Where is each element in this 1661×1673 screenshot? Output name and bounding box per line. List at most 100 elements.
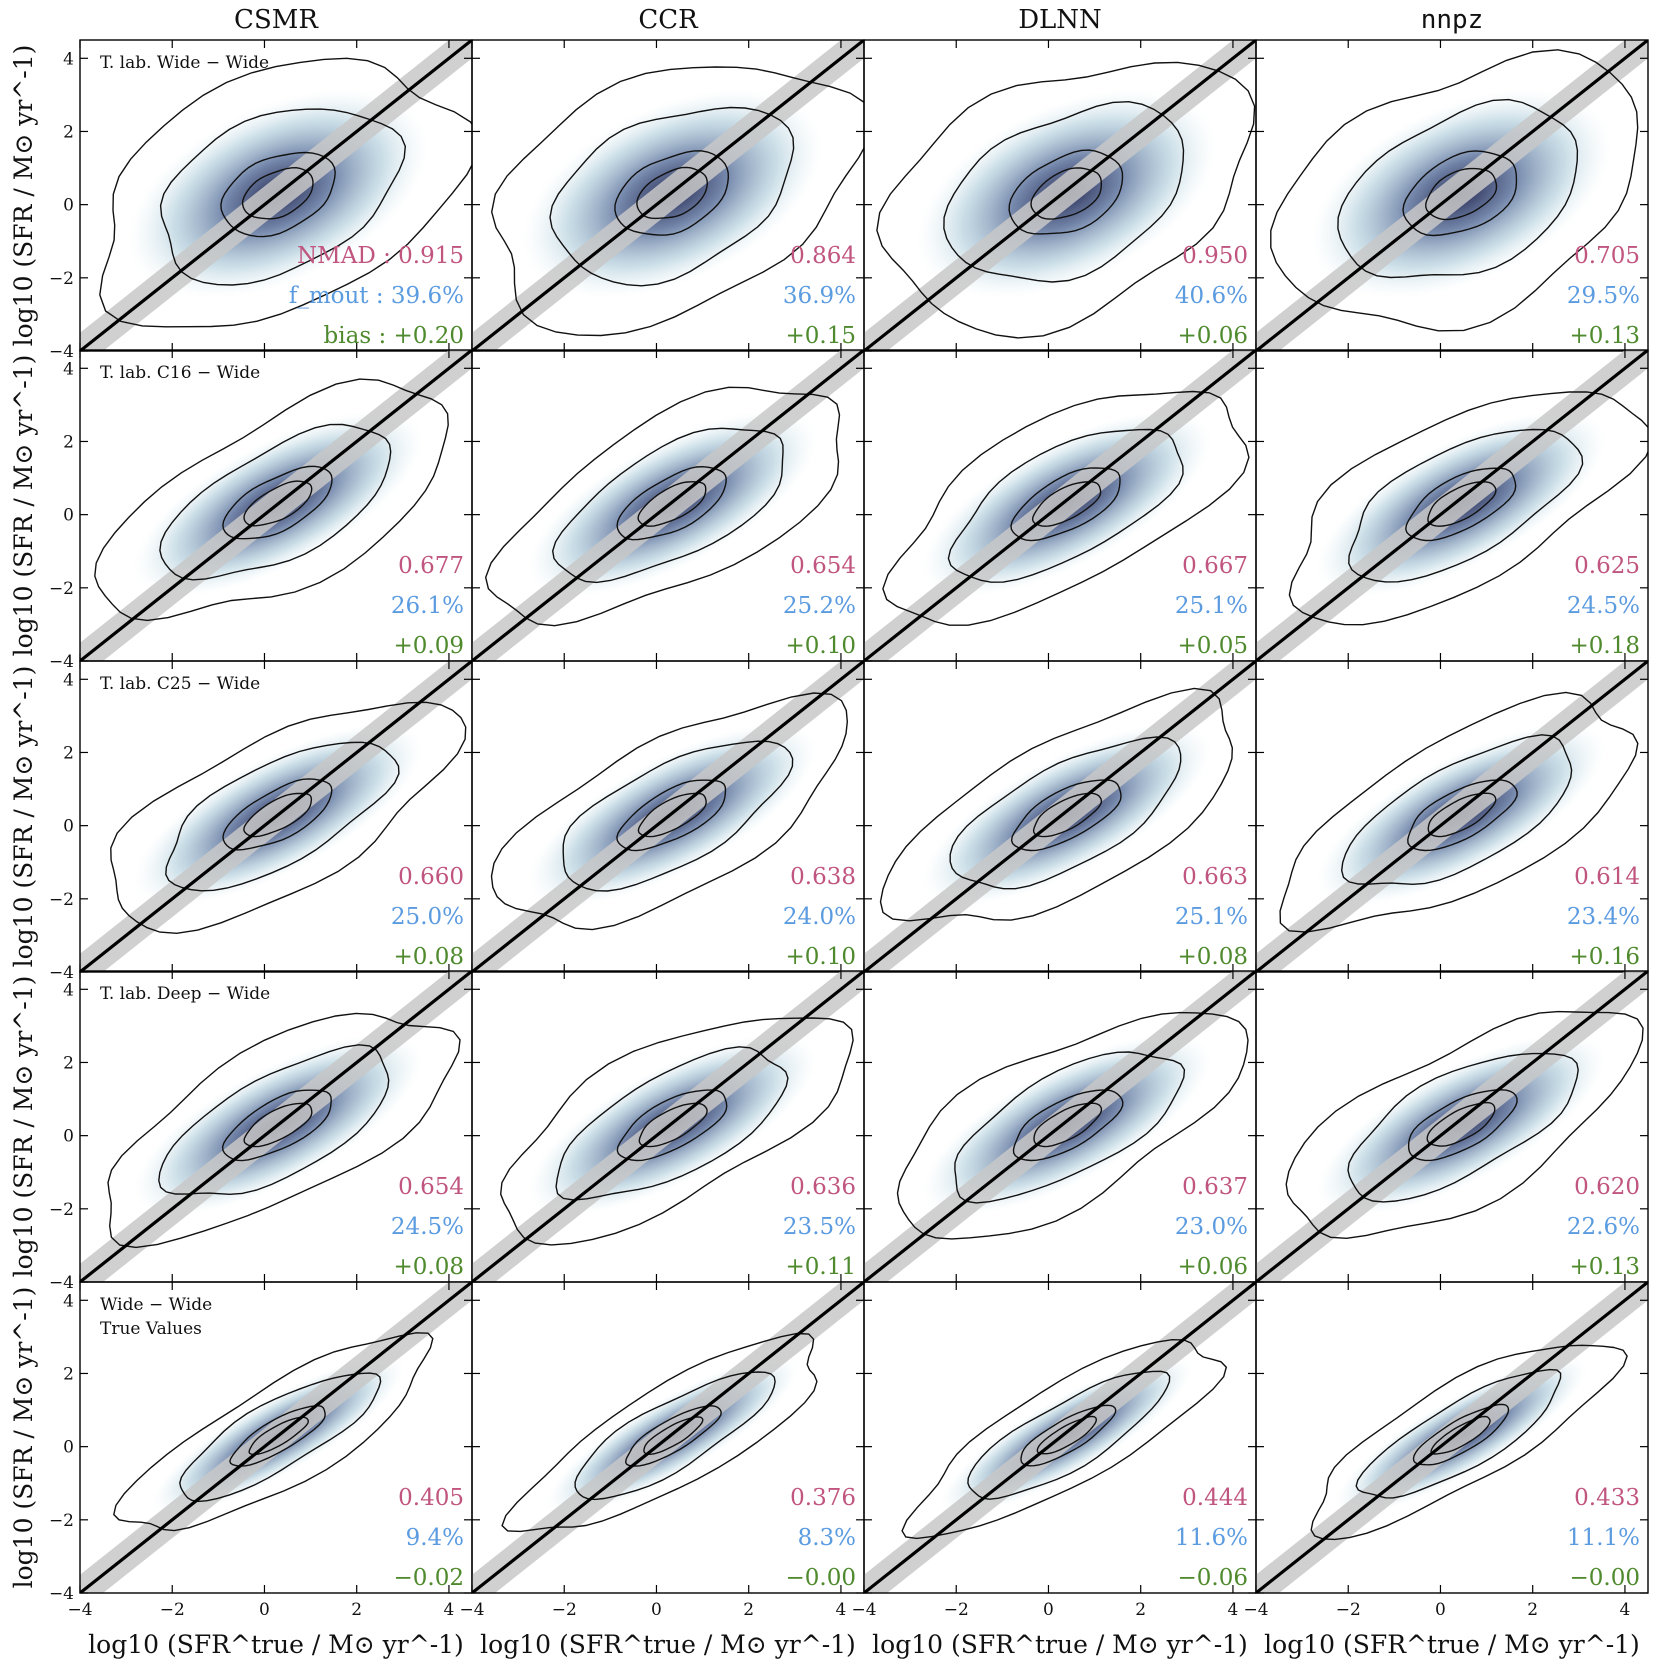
one-to-one-line — [80, 661, 472, 972]
y-tick-label: −2 — [49, 1511, 74, 1531]
x-tick-label: 4 — [444, 1600, 455, 1620]
stat-value: 26.1% — [391, 593, 464, 619]
stat-bias: +0.16 — [1570, 944, 1640, 970]
stat-value: +0.06 — [1178, 1254, 1248, 1280]
stat-value: 24.5% — [391, 1214, 464, 1240]
y-tick-label: 4 — [63, 670, 74, 690]
contour-mid — [1337, 98, 1579, 279]
contour-mid — [1340, 734, 1573, 886]
stat-fout: 36.9% — [783, 283, 856, 309]
one-to-one-line — [864, 971, 1256, 1282]
contour-mid — [967, 1370, 1171, 1500]
x-tick-label: 2 — [1135, 1600, 1146, 1620]
stat-nmad: 0.405 — [398, 1485, 464, 1511]
y-tick-label: 0 — [63, 817, 74, 837]
x-tick-label: 4 — [1228, 1600, 1239, 1620]
contour-outer — [107, 1012, 461, 1249]
contour-outer — [1270, 49, 1639, 332]
stat-nmad: 0.654 — [790, 553, 856, 579]
panel: 0.654 25.2% +0.10 — [471, 349, 865, 662]
contour-outer — [94, 378, 449, 622]
stat-nmad: 0.625 — [1574, 553, 1640, 579]
panel-plot-area — [1256, 1282, 1648, 1593]
panel: 0.667 25.1% +0.05 — [863, 349, 1257, 662]
column-title: CSMR — [234, 5, 319, 35]
stat-bias: +0.09 — [394, 633, 464, 659]
panel-plot-area — [1256, 40, 1648, 351]
panel-plot-area — [864, 971, 1256, 1282]
contour-inner — [220, 151, 336, 238]
one-to-one-line — [80, 350, 472, 661]
stat-value: +0.06 — [1178, 323, 1248, 349]
stat-nmad: 0.433 — [1574, 1485, 1640, 1511]
stat-value: 0.620 — [1574, 1174, 1640, 1200]
stat-value: +0.13 — [1570, 1254, 1640, 1280]
contour-outer — [490, 66, 864, 337]
x-tick-label: −4 — [1243, 1600, 1268, 1620]
stat-value: +0.16 — [1570, 944, 1640, 970]
stat-value: 0.705 — [1574, 243, 1640, 269]
contour-outer — [499, 1017, 854, 1246]
stat-value: +0.08 — [1178, 944, 1248, 970]
panel-plot-area — [472, 971, 864, 1282]
stat-value: 0.636 — [790, 1174, 856, 1200]
y-tick-label: 2 — [63, 1364, 74, 1384]
contour-inner — [222, 465, 333, 540]
contour-outer — [490, 692, 849, 931]
stat-value: +0.15 — [786, 323, 856, 349]
panel: −4 −2 0 2 4 −4 −2 0 2 4 log10 (SFR^true / M⊙ yr^-1… — [49, 1281, 473, 1659]
stat-value: 0.667 — [1182, 553, 1248, 579]
stat-value: 25.0% — [391, 904, 464, 930]
stat-fout: 40.6% — [1175, 283, 1248, 309]
contour-outer — [879, 687, 1234, 922]
contour-inner — [1010, 779, 1122, 852]
x-tick-label: 2 — [1527, 1600, 1538, 1620]
stat-value: +0.10 — [786, 944, 856, 970]
y-tick-label: 4 — [63, 980, 74, 1000]
panel-frame — [1255, 660, 1649, 973]
stat-value: +0.05 — [1178, 633, 1248, 659]
panel: 0.637 23.0% +0.06 — [863, 970, 1257, 1283]
panel: −4 −2 0 2 4 T. lab. C16 − Wide 0.677 26.1% +0.09 — [49, 349, 473, 672]
panel: 0.950 40.6% +0.06 — [863, 39, 1257, 352]
y-tick-label: 2 — [63, 432, 74, 452]
stat-value: 9.4% — [406, 1525, 464, 1551]
stat-fout: 11.6% — [1175, 1525, 1248, 1551]
contour-core — [1036, 1415, 1098, 1455]
stat-fout: 25.0% — [391, 904, 464, 930]
row-label: T. lab. C25 − Wide — [100, 674, 260, 694]
row-label: T. lab. Wide − Wide — [100, 53, 269, 73]
contour-inner — [1405, 467, 1517, 542]
stat-nmad: 0.620 — [1574, 1174, 1640, 1200]
x-tick-label: 4 — [836, 1600, 847, 1620]
stat-nmad: 0.667 — [1182, 553, 1248, 579]
panel-plot-area — [1256, 350, 1648, 661]
panel: 0.864 36.9% +0.15 — [471, 39, 865, 352]
stat-label: bias : — [324, 323, 394, 349]
panel-plot-area — [472, 40, 864, 351]
y-tick-label: −4 — [49, 1584, 74, 1604]
contour-core — [637, 481, 707, 527]
contour-core — [1030, 167, 1103, 220]
contour-core — [1031, 481, 1102, 527]
panel-frame — [1255, 39, 1649, 352]
panel: −4 −2 0 2 4 log10 (SFR^true / M⊙ yr^-1) 0.433 1… — [1243, 1281, 1649, 1659]
y-axis-label: log10 (SFR / M⊙ yr^-1) — [9, 45, 38, 347]
panel: 0.705 29.5% +0.13 — [1255, 39, 1649, 352]
stat-value: 23.0% — [1175, 1214, 1248, 1240]
one-to-one-line — [864, 40, 1256, 351]
contour-outer — [882, 390, 1250, 626]
stat-fout: 22.6% — [1567, 1214, 1640, 1240]
stat-value: +0.08 — [394, 944, 464, 970]
panel: 0.638 24.0% +0.10 — [471, 660, 865, 973]
stat-bias: −0.00 — [786, 1565, 856, 1591]
y-tick-label: 0 — [63, 506, 74, 526]
one-to-one-line — [80, 971, 472, 1282]
stat-value: 23.5% — [783, 1214, 856, 1240]
one-to-one-line — [1256, 661, 1648, 972]
contour-outer — [1285, 1010, 1644, 1240]
stat-nmad: 0.663 — [1182, 864, 1248, 890]
stat-fout: 23.4% — [1567, 904, 1640, 930]
stat-bias: +0.06 — [1178, 323, 1248, 349]
stat-value: 0.663 — [1182, 864, 1248, 890]
